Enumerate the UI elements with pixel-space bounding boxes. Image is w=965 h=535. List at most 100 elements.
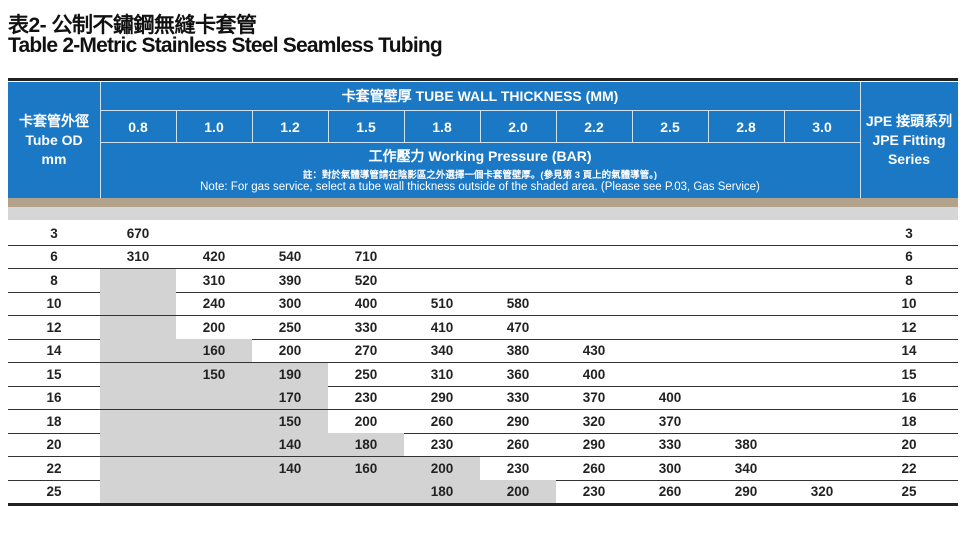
tube-od-unit: mm	[41, 150, 67, 167]
pressure-cell: 390	[278, 272, 302, 288]
jpe-series-cell: 20	[901, 437, 917, 453]
pressure-cell: 290	[430, 390, 454, 406]
pressure-cell	[708, 386, 784, 409]
pressure-cell: 140	[252, 456, 328, 480]
pressure-cell: 250	[278, 319, 302, 335]
pressure-cell	[708, 269, 784, 292]
pressure-cell: 540	[278, 249, 302, 265]
pressure-cell: 380	[734, 437, 758, 453]
pressure-cell: 230	[354, 390, 378, 406]
tube-od-cell: 12	[46, 319, 62, 335]
pressure-cell: 370	[658, 413, 682, 429]
table-row: 8 310 390 520 8	[8, 268, 958, 293]
pressure-cell: 300	[658, 460, 682, 476]
tube-od-cell: 3	[50, 226, 58, 241]
pressure-cell: 310	[202, 272, 226, 288]
divider	[100, 142, 860, 143]
pressure-cell: 330	[506, 390, 530, 406]
pressure-cell	[784, 433, 860, 456]
header-gray-band	[8, 207, 958, 220]
pressure-cell	[708, 245, 784, 268]
pressure-cell	[632, 269, 708, 292]
pressure-cell	[784, 269, 860, 292]
pressure-cell: 230	[506, 460, 530, 476]
table-row: 14 160 200 270 340 380 430 14	[8, 339, 958, 364]
pressure-cell	[100, 268, 176, 292]
pressure-cell: 320	[582, 413, 606, 429]
pressure-cell	[328, 479, 404, 503]
thickness-1-0: 1.0	[204, 118, 224, 135]
pressure-cell: 310	[430, 366, 454, 382]
jpe-zh: JPE 接頭系列	[865, 112, 953, 129]
thickness-1-2: 1.2	[280, 118, 300, 135]
pressure-label: 工作壓力 Working Pressure (BAR)	[368, 148, 592, 164]
jpe-en: JPE Fitting	[872, 131, 946, 148]
pressure-cell	[708, 316, 784, 339]
pressure-cell: 260	[582, 460, 606, 476]
pressure-cell: 370	[582, 390, 606, 406]
thickness-1-5: 1.5	[356, 118, 376, 135]
jpe-series-header: JPE 接頭系列 JPE Fitting Series	[860, 82, 958, 198]
pressure-cell: 300	[278, 296, 302, 312]
divider	[480, 111, 481, 142]
jpe-series-cell: 22	[901, 460, 917, 476]
pressure-cell	[252, 479, 328, 503]
pressure-cell	[176, 386, 252, 410]
table-row: 18 150 200 260 290 320 370 18	[8, 409, 958, 434]
tube-od-cell: 14	[46, 343, 62, 359]
pressure-cell: 260	[430, 413, 454, 429]
table-row: 15 150 190 250 310 360 400 15	[8, 362, 958, 387]
pressure-cell	[404, 245, 480, 268]
tube-od-cell: 6	[50, 249, 58, 265]
pressure-cell	[100, 315, 176, 339]
pressure-cell	[100, 479, 176, 503]
pressure-cell: 150	[176, 362, 252, 386]
table-row: 20 140 180 230 260 290 330 380 20	[8, 433, 958, 458]
pressure-cell	[100, 339, 176, 363]
pressure-cell	[404, 269, 480, 292]
pressure-cell: 330	[354, 319, 378, 335]
thickness-1-8: 1.8	[432, 118, 452, 135]
jpe-series-cell: 18	[901, 413, 917, 429]
pressure-cell	[784, 386, 860, 409]
pressure-cell: 670	[126, 226, 150, 241]
pressure-cell	[556, 222, 632, 245]
pressure-cell	[100, 456, 176, 480]
pressure-cell: 470	[506, 319, 530, 335]
pressure-cell: 430	[582, 343, 606, 359]
pressure-cell	[556, 316, 632, 339]
table-row: 12 200 250 330 410 470 12	[8, 315, 958, 340]
pressure-cell: 180	[404, 479, 480, 503]
pressure-cell: 200	[278, 343, 302, 359]
pressure-cell	[632, 363, 708, 386]
pressure-cell	[784, 245, 860, 268]
divider	[784, 111, 785, 142]
pressure-cell	[176, 479, 252, 503]
pressure-cell: 250	[354, 366, 378, 382]
thickness-0-8: 0.8	[128, 118, 148, 135]
jpe-en-series: Series	[887, 150, 931, 167]
pressure-cell: 200	[480, 479, 556, 503]
jpe-series-cell: 25	[901, 483, 917, 499]
table-row: 6 310 420 540 710 6	[8, 245, 958, 270]
tube-od-cell: 10	[46, 296, 62, 312]
thickness-3-0: 3.0	[812, 118, 832, 135]
pressure-cell: 170	[252, 386, 328, 410]
pressure-cell	[784, 410, 860, 433]
table-row: 3 670 3	[8, 222, 958, 246]
pressure-cell	[176, 456, 252, 480]
table-row: 16 170 230 290 330 370 400 16	[8, 386, 958, 411]
pressure-cell: 380	[506, 343, 530, 359]
table-row: 10 240 300 400 510 580 10	[8, 292, 958, 317]
pressure-cell	[176, 222, 252, 245]
pressure-cell: 330	[658, 437, 682, 453]
pressure-cell	[632, 292, 708, 315]
pressure-cell: 230	[430, 437, 454, 453]
divider	[404, 111, 405, 142]
pressure-cell	[100, 292, 176, 316]
tube-od-cell: 8	[50, 272, 58, 288]
tube-od-cell: 16	[46, 390, 62, 406]
jpe-series-cell: 6	[905, 249, 913, 265]
pressure-cell	[404, 222, 480, 245]
pressure-cell	[784, 316, 860, 339]
